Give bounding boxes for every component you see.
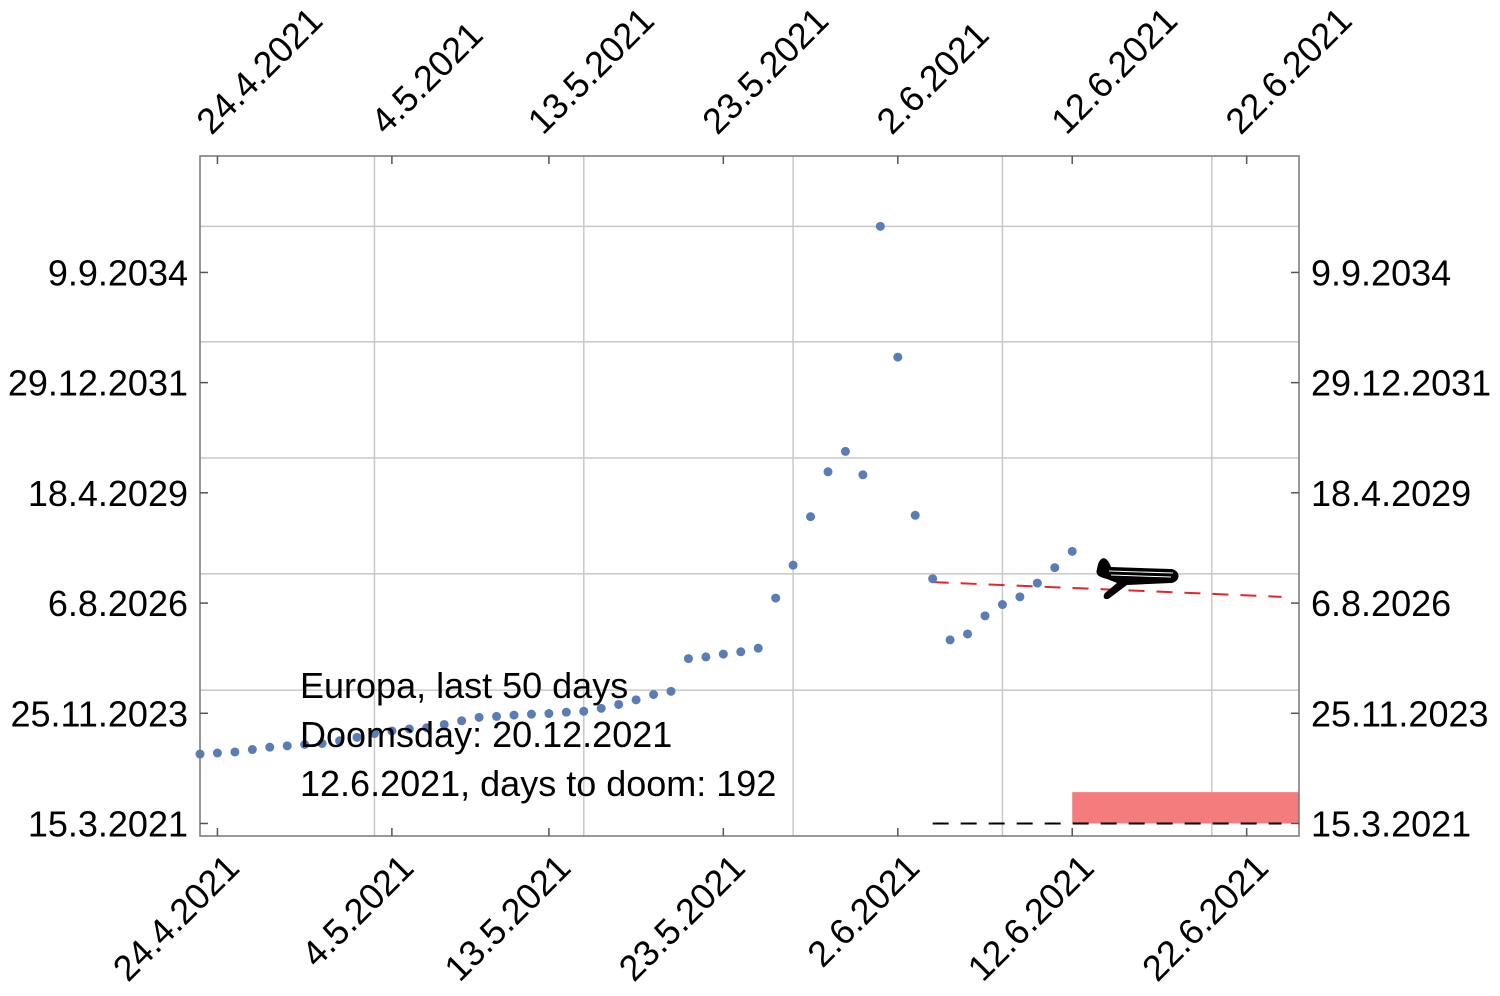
- data-point: [649, 689, 659, 699]
- grid-lines: [200, 156, 1299, 836]
- y-tick-label-left: 6.8.2026: [48, 583, 188, 624]
- data-point: [561, 707, 571, 717]
- data-point: [683, 654, 693, 664]
- data-point: [1032, 578, 1042, 588]
- data-point: [387, 726, 397, 736]
- data-point: [788, 560, 798, 570]
- y-tick-label-left: 9.9.2034: [48, 252, 188, 293]
- x-tick-label-top: 13.5.2021: [520, 0, 662, 142]
- data-point: [893, 352, 903, 362]
- annotation-line-1: Europa, last 50 days: [300, 665, 628, 706]
- data-point: [963, 629, 973, 639]
- y-tick-label-left: 18.4.2029: [28, 473, 188, 514]
- airplane-icon: [1096, 558, 1179, 600]
- data-point: [980, 611, 990, 621]
- x-tick-label-top: 22.6.2021: [1217, 0, 1359, 142]
- data-point: [352, 732, 362, 742]
- data-point: [858, 470, 868, 480]
- data-point: [317, 738, 327, 748]
- x-tick-label-top: 12.6.2021: [1043, 0, 1185, 142]
- data-point: [718, 649, 728, 659]
- data-point: [300, 739, 310, 749]
- data-point: [771, 593, 781, 603]
- trend-lines-group: [932, 581, 1282, 825]
- data-point: [474, 712, 484, 722]
- x-tick-label-bottom: 24.4.2021: [105, 846, 247, 988]
- data-point: [439, 719, 449, 729]
- data-point: [631, 695, 641, 705]
- data-point: [596, 703, 606, 713]
- annotation-line-3: 12.6.2021, days to doom: 192: [300, 763, 776, 804]
- annotation-block: Europa, last 50 days Doomsday: 20.12.202…: [300, 665, 776, 804]
- data-point: [666, 686, 676, 696]
- data-point: [457, 716, 467, 726]
- data-point: [1050, 563, 1060, 573]
- y-tick-label-right: 25.11.2023: [1311, 693, 1489, 734]
- data-point: [840, 446, 850, 456]
- data-point: [823, 467, 833, 477]
- x-tick-label-bottom: 13.5.2021: [436, 846, 578, 988]
- axis-ticks: [200, 156, 1299, 836]
- x-tick-label-top: 2.6.2021: [868, 14, 996, 142]
- data-point: [614, 699, 624, 709]
- y-tick-label-right: 18.4.2029: [1311, 473, 1471, 514]
- data-point: [910, 510, 920, 520]
- data-point: [1067, 546, 1077, 556]
- data-point: [928, 574, 938, 584]
- x-tick-label-top: 23.5.2021: [694, 0, 836, 142]
- y-tick-label-left: 29.12.2031: [8, 363, 188, 404]
- data-point: [579, 706, 589, 716]
- y-tick-label-right: 9.9.2034: [1311, 252, 1451, 293]
- data-point: [736, 647, 746, 657]
- data-point: [945, 635, 955, 645]
- data-point: [701, 652, 711, 662]
- x-tick-label-bottom: 22.6.2021: [1134, 846, 1276, 988]
- data-point: [1015, 592, 1025, 602]
- trend-line: [932, 581, 1282, 598]
- y-tick-label-right: 6.8.2026: [1311, 583, 1451, 624]
- data-point: [369, 729, 379, 739]
- y-tick-label-right: 15.3.2021: [1311, 803, 1471, 844]
- data-point: [335, 736, 345, 746]
- data-point: [247, 745, 257, 755]
- data-point: [212, 748, 222, 758]
- data-point: [806, 512, 816, 522]
- data-point: [282, 741, 292, 751]
- y-tick-label-right: 29.12.2031: [1311, 363, 1491, 404]
- data-point: [492, 711, 502, 721]
- data-point: [875, 221, 885, 231]
- annotation-line-2: Doomsday: 20.12.2021: [300, 714, 672, 755]
- data-point: [230, 747, 240, 757]
- y-tick-label-left: 25.11.2023: [10, 693, 188, 734]
- data-point: [753, 643, 763, 653]
- y-tick-label-left: 15.3.2021: [28, 803, 188, 844]
- tick-labels: 24.4.202124.4.20214.5.20214.5.202113.5.2…: [8, 0, 1491, 989]
- data-point: [404, 724, 414, 734]
- x-tick-label-top: 4.5.2021: [363, 14, 491, 142]
- x-tick-label-bottom: 12.6.2021: [959, 846, 1101, 988]
- data-points: [195, 221, 1077, 759]
- x-tick-label-bottom: 23.5.2021: [611, 846, 753, 988]
- data-point: [997, 600, 1007, 610]
- data-point: [265, 742, 275, 752]
- data-point: [526, 709, 536, 719]
- plot-frame: [199, 155, 1300, 837]
- x-tick-label-bottom: 4.5.2021: [293, 846, 421, 974]
- data-point: [509, 710, 519, 720]
- doom-band: [1072, 792, 1299, 824]
- x-tick-label-bottom: 2.6.2021: [799, 846, 927, 974]
- x-tick-label-top: 24.4.2021: [188, 0, 330, 142]
- doom-band-group: [1072, 792, 1299, 824]
- data-point: [422, 723, 432, 733]
- data-point: [544, 709, 554, 719]
